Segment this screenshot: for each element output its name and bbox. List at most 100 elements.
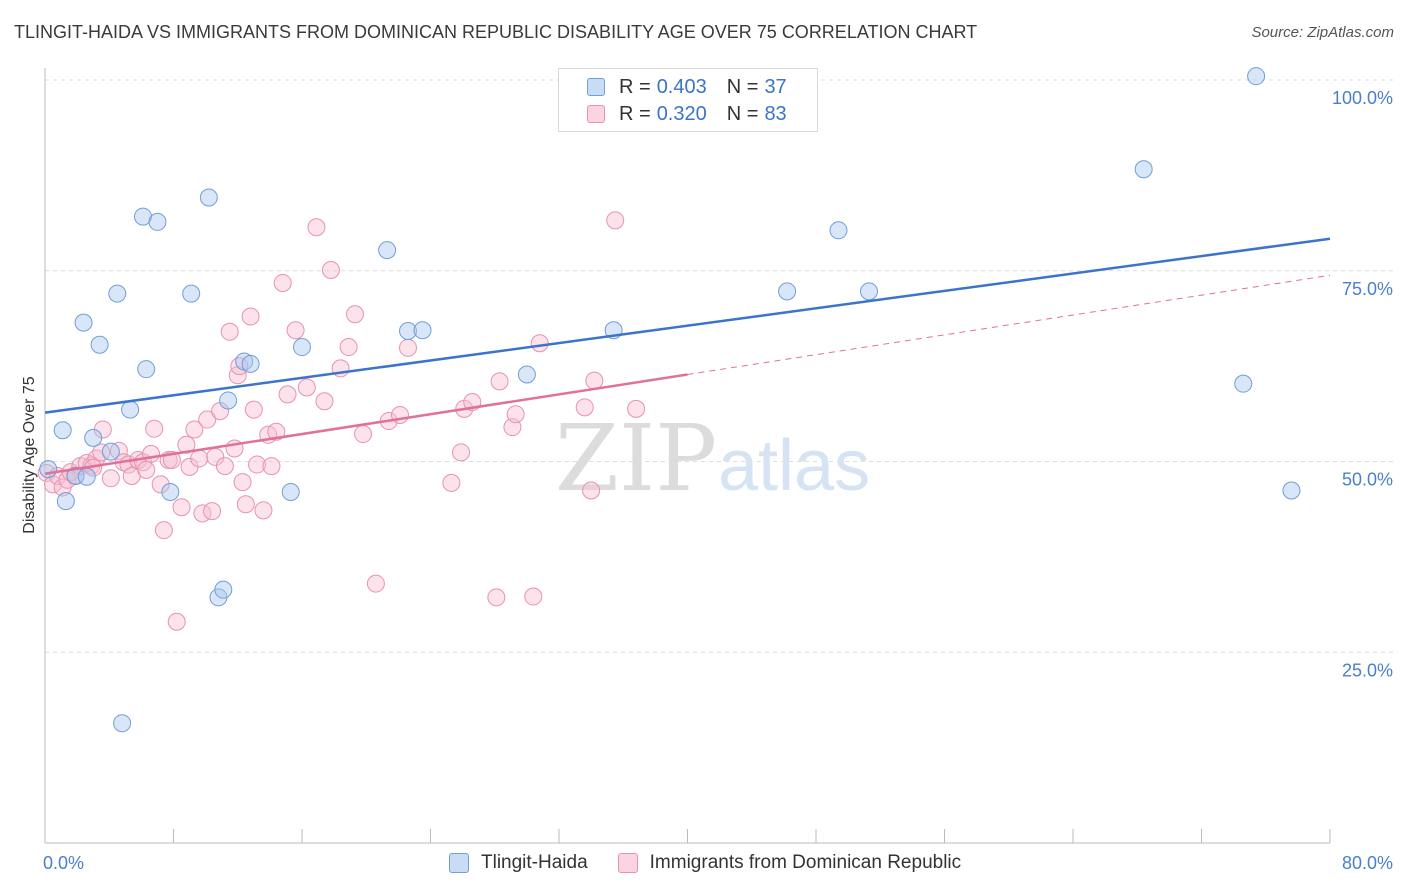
legend-n-value: 83 xyxy=(764,102,787,125)
data-point xyxy=(77,467,96,486)
data-point xyxy=(101,469,120,488)
data-point xyxy=(133,207,152,226)
data-point xyxy=(315,392,334,411)
data-point xyxy=(378,241,397,260)
data-point xyxy=(778,282,797,301)
data-point xyxy=(297,378,316,397)
data-point xyxy=(399,322,418,341)
series-legend: Tlingit-Haida Immigrants from Dominican … xyxy=(449,852,991,874)
trend-line-dominican xyxy=(44,373,688,475)
data-point xyxy=(524,587,543,606)
series-legend-item-dominican: Immigrants from Dominican Republic xyxy=(617,852,962,874)
data-point xyxy=(161,483,180,502)
data-point xyxy=(53,421,72,440)
data-point xyxy=(354,425,373,444)
data-point xyxy=(530,334,549,353)
data-point xyxy=(121,400,140,419)
data-point xyxy=(74,313,93,332)
data-point xyxy=(177,435,196,454)
data-point xyxy=(241,307,260,326)
data-point xyxy=(267,422,286,441)
data-point xyxy=(151,475,170,494)
axes xyxy=(44,68,1331,844)
data-point xyxy=(278,385,297,404)
data-point xyxy=(185,420,204,439)
y-tick-label: 25.0% xyxy=(1342,660,1393,680)
data-point xyxy=(199,188,218,207)
legend-n-value: 37 xyxy=(764,75,787,98)
trend-line-dominican-extension xyxy=(687,274,1331,376)
legend-swatch-blue xyxy=(587,78,605,96)
data-point xyxy=(286,321,305,340)
data-point xyxy=(321,260,340,279)
trend-line-tlingit-haida xyxy=(44,237,1331,414)
data-point xyxy=(154,521,173,540)
data-point xyxy=(142,444,161,463)
data-point xyxy=(1247,67,1266,86)
legend-row-dominican: R = 0.320 N = 83 xyxy=(587,101,787,127)
data-point xyxy=(281,483,300,502)
legend-n-label: N = xyxy=(726,102,759,125)
series-label: Immigrants from Dominican Republic xyxy=(649,852,962,873)
correlation-legend: R = 0.403 N = 37 R = 0.320 N = 83 xyxy=(558,68,818,132)
data-point xyxy=(1234,374,1253,393)
legend-r-label: R = xyxy=(619,75,651,98)
data-point xyxy=(860,282,879,301)
data-point xyxy=(487,588,506,607)
data-point xyxy=(219,391,238,410)
series-legend-item-tlingit-haida: Tlingit-Haida xyxy=(449,852,588,874)
x-tick-label: 80.0% xyxy=(1342,853,1393,873)
source-credit: Source: ZipAtlas.com xyxy=(1251,24,1394,41)
data-point xyxy=(84,428,103,447)
legend-r-value: 0.320 xyxy=(656,102,707,125)
data-point xyxy=(346,305,365,324)
data-point xyxy=(627,399,646,418)
data-point xyxy=(190,449,209,468)
data-point xyxy=(148,212,167,231)
data-point xyxy=(490,372,509,391)
data-point xyxy=(1134,160,1153,179)
trend-lines xyxy=(44,237,1331,475)
data-point xyxy=(606,211,625,230)
data-point xyxy=(167,612,186,631)
legend-r-label: R = xyxy=(619,102,651,125)
data-point xyxy=(339,338,358,357)
data-point xyxy=(236,495,255,514)
data-point xyxy=(262,457,281,476)
data-point xyxy=(92,443,111,462)
legend-swatch-pink xyxy=(587,105,605,123)
data-point xyxy=(172,498,191,517)
data-point xyxy=(198,410,217,429)
data-point xyxy=(273,273,292,292)
data-point xyxy=(182,284,201,303)
series-label: Tlingit-Haida xyxy=(481,852,588,873)
data-point xyxy=(56,492,75,511)
data-point xyxy=(137,460,156,479)
data-point xyxy=(293,338,311,357)
data-point xyxy=(214,580,233,599)
data-point xyxy=(90,335,109,354)
data-points xyxy=(37,67,1301,733)
data-point xyxy=(582,481,601,500)
data-point xyxy=(452,443,471,462)
data-point xyxy=(145,419,164,438)
data-point xyxy=(248,455,267,474)
data-point xyxy=(829,221,848,240)
data-point xyxy=(203,502,222,521)
y-tick-label: 100.0% xyxy=(1332,88,1393,108)
y-tick-label: 75.0% xyxy=(1342,279,1393,299)
data-point xyxy=(101,442,120,461)
data-point xyxy=(254,501,273,520)
chart-title: TLINGIT-HAIDA VS IMMIGRANTS FROM DOMINIC… xyxy=(14,22,978,42)
y-axis-label: Disability Age Over 75 xyxy=(21,376,38,534)
data-point xyxy=(506,405,525,424)
legend-row-tlingit-haida: R = 0.403 N = 37 xyxy=(587,74,787,100)
data-point xyxy=(575,398,594,417)
data-point xyxy=(108,284,127,303)
tick-labels: 25.0% 50.0% 75.0% 100.0% 0.0% 80.0% xyxy=(43,88,1393,873)
watermark: ZIP atlas xyxy=(555,405,870,512)
series-swatch-pink xyxy=(617,853,638,873)
y-tick-label: 50.0% xyxy=(1342,470,1393,490)
data-point xyxy=(585,371,604,390)
